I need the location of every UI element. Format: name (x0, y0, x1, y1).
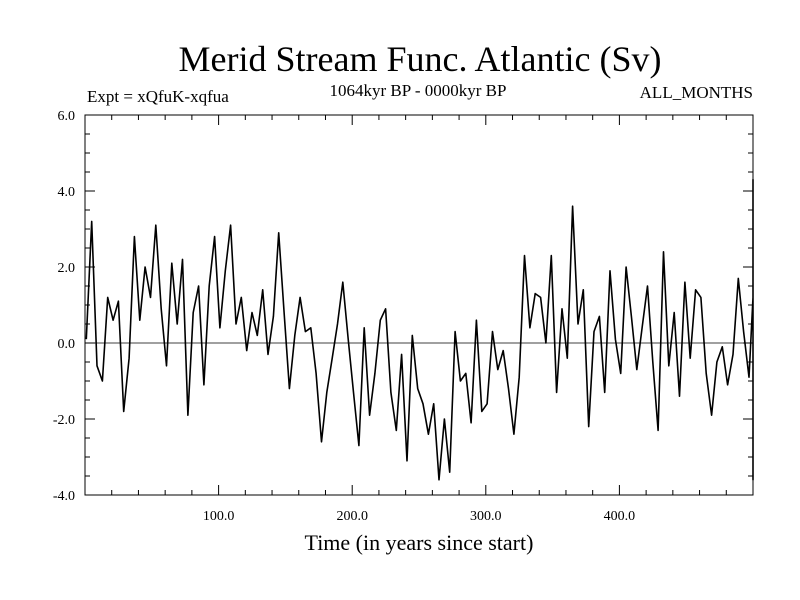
x-tick-label: 100.0 (203, 509, 235, 524)
chart-title: Merid Stream Func. Atlantic (Sv) (179, 39, 662, 79)
y-tick-label: 0.0 (58, 337, 76, 352)
time-range-label: 1064kyr BP - 0000kyr BP (330, 81, 507, 100)
y-tick-labels: -4.0 -2.0 0.0 2.0 4.0 6.0 (53, 109, 75, 504)
series-line (85, 178, 754, 481)
months-label: ALL_MONTHS (640, 83, 753, 102)
x-tick-label: 400.0 (604, 509, 636, 524)
x-tick-labels: 100.0 200.0 300.0 400.0 (203, 509, 635, 524)
experiment-label: Expt = xQfuK-xqfua (87, 87, 229, 106)
y-tick-label: 2.0 (58, 261, 76, 276)
x-axis-label: Time (in years since start) (305, 530, 534, 555)
y-tick-label: 6.0 (58, 109, 76, 124)
x-tick-label: 300.0 (470, 509, 502, 524)
x-tick-label: 200.0 (336, 509, 368, 524)
y-tick-label: -2.0 (53, 413, 75, 428)
y-tick-label: -4.0 (53, 489, 75, 504)
y-tick-label: 4.0 (58, 185, 76, 200)
tick-marks (85, 114, 753, 496)
plot-frame (84, 114, 754, 496)
